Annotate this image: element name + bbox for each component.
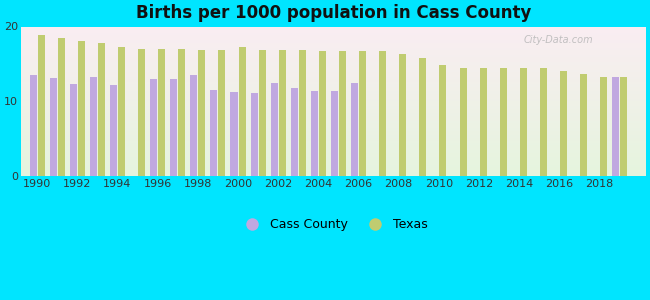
Title: Births per 1000 population in Cass County: Births per 1000 population in Cass Count… bbox=[136, 4, 531, 22]
Bar bbox=[98, 43, 105, 176]
Bar bbox=[379, 51, 386, 176]
Bar bbox=[211, 90, 218, 176]
Bar bbox=[359, 51, 366, 176]
Bar bbox=[351, 83, 358, 176]
Bar bbox=[580, 74, 587, 176]
Bar bbox=[291, 88, 298, 176]
Bar bbox=[399, 54, 406, 176]
Bar bbox=[170, 79, 177, 176]
Bar bbox=[311, 91, 318, 176]
Text: City-Data.com: City-Data.com bbox=[523, 35, 593, 45]
Bar bbox=[319, 51, 326, 176]
Bar bbox=[480, 68, 487, 176]
Bar bbox=[612, 77, 619, 176]
Bar bbox=[218, 50, 226, 176]
Bar bbox=[560, 71, 567, 176]
Bar bbox=[158, 49, 165, 176]
Bar bbox=[520, 68, 526, 176]
Bar bbox=[500, 68, 507, 176]
Bar bbox=[150, 79, 157, 176]
Bar bbox=[49, 78, 57, 176]
Bar bbox=[239, 47, 246, 176]
Bar bbox=[70, 84, 77, 176]
Legend: Cass County, Texas: Cass County, Texas bbox=[235, 213, 432, 236]
Bar bbox=[110, 85, 117, 176]
Bar bbox=[460, 68, 467, 176]
Bar bbox=[279, 50, 286, 176]
Bar bbox=[620, 77, 627, 176]
Bar bbox=[419, 58, 426, 176]
Bar bbox=[38, 35, 45, 176]
Bar bbox=[190, 75, 198, 176]
Bar bbox=[331, 91, 338, 176]
Bar bbox=[198, 50, 205, 176]
Bar bbox=[231, 92, 237, 176]
Bar bbox=[178, 49, 185, 176]
Bar bbox=[600, 77, 607, 176]
Bar bbox=[270, 83, 278, 176]
Bar bbox=[78, 41, 85, 176]
Bar bbox=[299, 50, 306, 176]
Bar bbox=[58, 38, 65, 176]
Bar bbox=[138, 49, 145, 176]
Bar bbox=[439, 65, 447, 176]
Bar bbox=[259, 50, 266, 176]
Bar bbox=[540, 68, 547, 176]
Bar bbox=[30, 75, 36, 176]
Bar bbox=[251, 93, 257, 176]
Bar bbox=[118, 47, 125, 176]
Bar bbox=[339, 51, 346, 176]
Bar bbox=[90, 77, 97, 176]
